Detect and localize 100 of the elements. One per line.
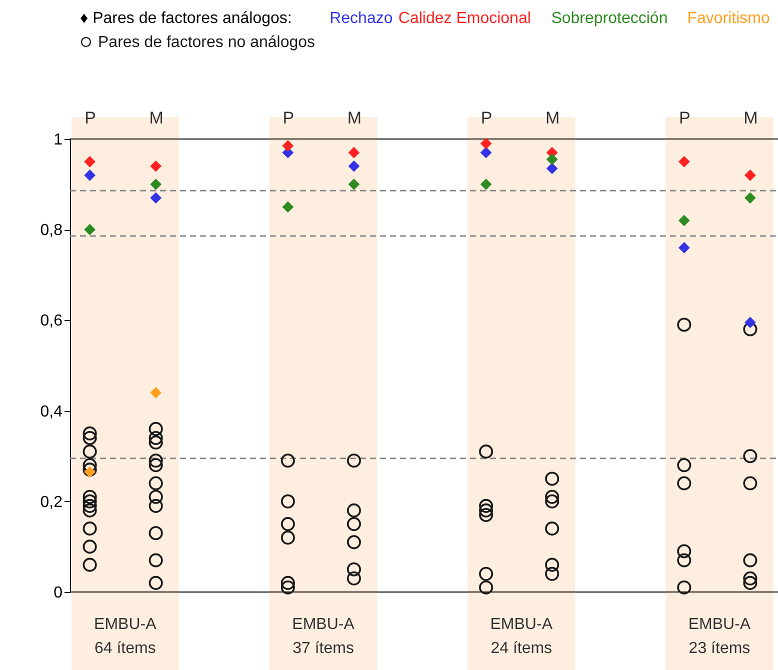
y-tick-label: 0,8 — [40, 222, 63, 240]
point — [82, 430, 97, 445]
y-tick-label: 0 — [54, 584, 63, 602]
y-tick-label: 0,4 — [40, 403, 63, 420]
text: Favoritismo — [687, 10, 770, 27]
point — [348, 160, 360, 172]
x-tick-label: P — [678, 108, 690, 128]
point — [480, 138, 492, 150]
point — [479, 503, 494, 518]
point — [148, 476, 163, 490]
point — [280, 580, 295, 594]
point — [546, 162, 558, 174]
point — [82, 494, 97, 508]
point — [479, 580, 494, 594]
point — [82, 558, 97, 572]
point — [677, 553, 692, 568]
point — [743, 571, 758, 586]
x-tick-label: M — [149, 108, 164, 128]
text: EMBU-A 24 ítems — [490, 616, 553, 657]
point — [148, 490, 163, 504]
point — [479, 444, 494, 459]
point — [82, 540, 97, 554]
point — [744, 192, 756, 204]
point — [82, 522, 97, 536]
point — [743, 553, 758, 568]
point — [280, 576, 295, 590]
legend-title: ♦ Pares de factores análogos: — [80, 10, 292, 27]
point — [677, 580, 692, 594]
point — [545, 566, 560, 581]
point — [480, 146, 492, 158]
point — [82, 444, 97, 459]
point — [84, 156, 96, 168]
point — [678, 156, 690, 168]
point — [148, 526, 163, 540]
point — [678, 214, 690, 226]
point — [84, 224, 96, 236]
y-tick-label: 1 — [54, 132, 63, 148]
point — [84, 466, 96, 478]
point — [346, 517, 361, 532]
point — [82, 498, 97, 513]
y-tick-label: 0,2 — [40, 494, 63, 511]
point — [545, 558, 560, 572]
point — [280, 454, 295, 468]
point — [743, 476, 758, 490]
text: EMBU-A 37 ítems — [292, 616, 355, 657]
point — [148, 576, 163, 590]
point — [148, 430, 163, 445]
point — [346, 503, 361, 518]
point — [82, 503, 97, 518]
point — [743, 322, 758, 336]
point — [545, 490, 560, 504]
point — [545, 472, 560, 486]
point — [280, 494, 295, 508]
point — [743, 576, 758, 590]
point — [743, 449, 758, 464]
point — [677, 476, 692, 490]
point — [346, 562, 361, 576]
point — [82, 458, 97, 472]
point — [280, 517, 295, 532]
point — [346, 454, 361, 468]
point — [280, 530, 295, 545]
point — [82, 426, 97, 440]
text: Sobreprotección — [551, 10, 668, 27]
x-tick-label: P — [480, 108, 492, 128]
point — [678, 242, 690, 254]
point — [282, 201, 294, 213]
point — [150, 178, 162, 190]
point — [346, 535, 361, 550]
point — [150, 160, 162, 172]
x-tick-label: M — [744, 108, 758, 128]
point — [677, 318, 692, 332]
point — [148, 498, 163, 513]
point — [545, 522, 560, 536]
x-tick-label: P — [84, 108, 96, 128]
point — [148, 458, 163, 472]
text: Calidez Emocional — [398, 10, 531, 27]
point — [148, 454, 163, 468]
text: EMBU-A 23 ítems — [688, 616, 751, 657]
point — [480, 178, 492, 190]
point — [148, 553, 163, 568]
point — [84, 170, 96, 181]
point — [282, 140, 294, 152]
point — [744, 170, 756, 181]
legend-label: Pares de factores no análogos — [98, 34, 316, 51]
point — [148, 436, 163, 450]
point — [677, 544, 692, 558]
x-tick-label: P — [282, 108, 294, 128]
point — [479, 566, 494, 581]
text: Rechazo — [330, 10, 393, 27]
point — [546, 154, 558, 166]
x-tick-label: M — [545, 108, 560, 128]
x-tick-label: M — [347, 108, 362, 128]
point — [677, 458, 692, 472]
y-tick-label: 0,6 — [40, 312, 63, 330]
point — [744, 316, 756, 328]
point — [479, 508, 494, 522]
point — [150, 192, 162, 204]
point — [82, 490, 97, 504]
point — [348, 146, 360, 158]
text: EMBU-A 64 ítems — [94, 616, 157, 657]
